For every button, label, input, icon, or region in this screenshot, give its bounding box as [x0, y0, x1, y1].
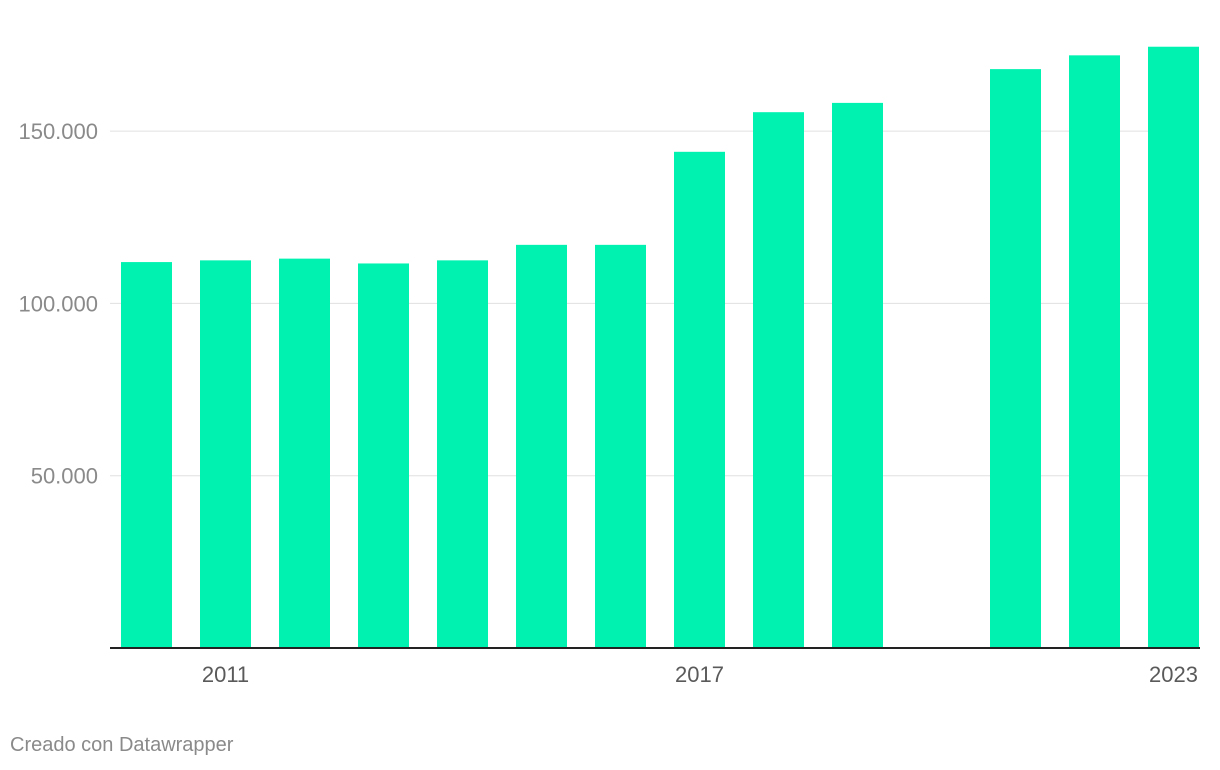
y-axis-ticks: 50.000 100.000 150.000 [18, 119, 98, 489]
bar-2019 [832, 102, 883, 648]
bar-2015 [516, 244, 567, 648]
bar-2022 [1069, 55, 1120, 648]
credit-text: Creado con Datawrapper [10, 734, 234, 756]
bar-2018 [753, 112, 804, 649]
bar-2012 [279, 258, 330, 648]
bar-2010 [121, 262, 172, 648]
bar-2014 [437, 260, 488, 648]
bar-chart: 50.000 100.000 150.000 2011 2017 2023 [18, 46, 1200, 687]
bars [121, 46, 1199, 649]
bar-2023 [1148, 46, 1199, 649]
y-tick-label: 150.000 [18, 119, 98, 144]
bar-2011 [200, 260, 251, 648]
bar-2013 [358, 263, 409, 648]
bar-2016 [595, 244, 646, 648]
x-tick-label: 2017 [675, 662, 724, 687]
bar-2017 [674, 151, 725, 648]
y-tick-label: 50.000 [31, 464, 98, 489]
y-tick-label: 100.000 [18, 291, 98, 316]
x-axis-ticks: 2011 2017 2023 [202, 662, 1198, 687]
x-tick-label: 2011 [202, 662, 249, 687]
x-tick-label: 2023 [1149, 662, 1198, 687]
bar-2021 [990, 69, 1041, 649]
